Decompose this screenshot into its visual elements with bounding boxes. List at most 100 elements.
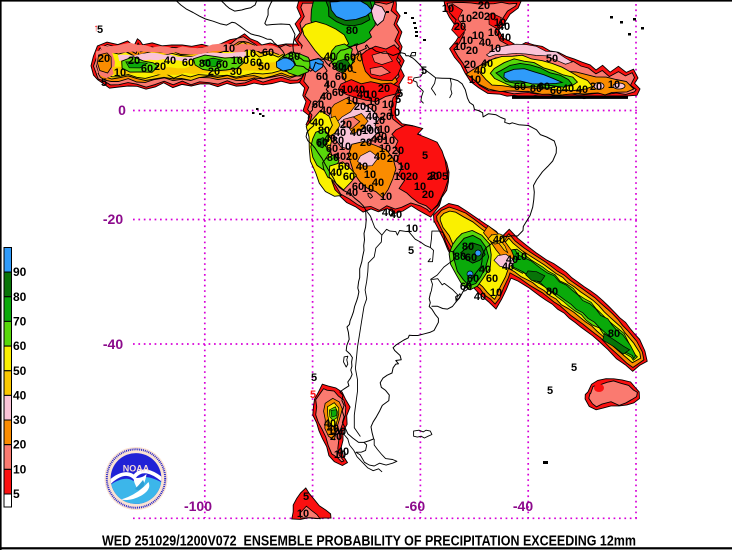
svg-text:5: 5 xyxy=(547,385,553,397)
svg-text:10: 10 xyxy=(472,30,484,42)
svg-text:40: 40 xyxy=(576,84,588,96)
svg-text:50: 50 xyxy=(13,364,27,378)
svg-text:40: 40 xyxy=(324,133,336,145)
svg-text:40: 40 xyxy=(498,21,510,33)
svg-text:20: 20 xyxy=(454,21,466,33)
svg-text:80: 80 xyxy=(288,51,300,63)
svg-text:5: 5 xyxy=(101,77,107,89)
svg-text:100: 100 xyxy=(362,125,380,137)
svg-text:40: 40 xyxy=(366,111,378,123)
svg-text:60: 60 xyxy=(182,57,194,69)
svg-text:10: 10 xyxy=(406,223,418,235)
svg-text:5: 5 xyxy=(407,75,413,87)
svg-text:60: 60 xyxy=(550,85,562,97)
svg-text:20: 20 xyxy=(484,11,496,23)
svg-text:5: 5 xyxy=(571,362,577,374)
svg-text:40: 40 xyxy=(350,127,362,139)
svg-text:20: 20 xyxy=(340,119,352,131)
svg-text:40: 40 xyxy=(312,117,324,129)
svg-text:40: 40 xyxy=(327,423,339,435)
svg-text:10: 10 xyxy=(334,449,346,461)
svg-text:100: 100 xyxy=(231,55,249,67)
svg-text:20: 20 xyxy=(128,55,140,67)
svg-text:40: 40 xyxy=(382,207,394,219)
svg-text:5: 5 xyxy=(97,24,103,36)
svg-text:50: 50 xyxy=(258,61,270,73)
svg-text:5: 5 xyxy=(408,245,414,257)
svg-text:20: 20 xyxy=(346,151,358,163)
svg-text:5: 5 xyxy=(311,372,317,384)
svg-text:20: 20 xyxy=(13,438,27,452)
svg-text:20: 20 xyxy=(360,123,372,135)
svg-text:10: 10 xyxy=(378,124,390,136)
svg-text:10: 10 xyxy=(365,103,377,115)
svg-text:40: 40 xyxy=(479,264,491,276)
svg-text:20: 20 xyxy=(330,431,342,443)
svg-text:60: 60 xyxy=(216,59,228,71)
svg-text:40: 40 xyxy=(474,291,486,303)
svg-text:10: 10 xyxy=(608,79,620,91)
svg-text:80: 80 xyxy=(332,135,344,147)
svg-text:40: 40 xyxy=(493,234,505,246)
svg-text:80: 80 xyxy=(13,290,27,304)
svg-text:60: 60 xyxy=(460,281,472,293)
svg-text:20: 20 xyxy=(98,53,110,65)
svg-text:40: 40 xyxy=(390,209,402,221)
svg-text:60: 60 xyxy=(332,87,344,99)
svg-text:40: 40 xyxy=(372,177,384,189)
svg-text:10: 10 xyxy=(488,27,500,39)
svg-text:20: 20 xyxy=(590,81,602,93)
svg-text:60: 60 xyxy=(538,81,550,93)
svg-text:30: 30 xyxy=(230,66,242,78)
svg-text:40: 40 xyxy=(371,134,383,146)
svg-text:↑: ↑ xyxy=(94,23,99,34)
svg-text:40: 40 xyxy=(499,32,511,44)
svg-text:10: 10 xyxy=(454,41,466,53)
svg-text:60: 60 xyxy=(335,71,347,83)
svg-text:40: 40 xyxy=(562,83,574,95)
svg-text:40: 40 xyxy=(337,446,349,458)
svg-text:40: 40 xyxy=(164,55,176,67)
svg-text:20: 20 xyxy=(466,45,478,57)
svg-text:20: 20 xyxy=(380,111,392,123)
svg-text:60: 60 xyxy=(141,63,153,75)
svg-text:10: 10 xyxy=(383,135,395,147)
svg-text:10: 10 xyxy=(489,43,501,55)
svg-text:40: 40 xyxy=(506,254,518,266)
svg-text:10: 10 xyxy=(379,143,391,155)
svg-text:20: 20 xyxy=(375,131,387,143)
svg-text:10: 10 xyxy=(373,115,385,127)
svg-text:60: 60 xyxy=(312,99,324,111)
svg-text:10: 10 xyxy=(388,107,400,119)
svg-text:10: 10 xyxy=(297,508,309,520)
svg-text:80: 80 xyxy=(454,251,466,263)
svg-text:10: 10 xyxy=(382,99,394,111)
svg-text:20: 20 xyxy=(472,10,484,22)
svg-text:60: 60 xyxy=(514,81,526,93)
svg-text:60: 60 xyxy=(352,181,364,193)
svg-text:20: 20 xyxy=(387,153,399,165)
svg-text:20: 20 xyxy=(478,0,490,12)
svg-text:20: 20 xyxy=(427,171,439,183)
svg-text:50: 50 xyxy=(546,53,558,65)
svg-text:10: 10 xyxy=(414,181,426,193)
svg-text:20: 20 xyxy=(378,83,390,95)
svg-text:20: 20 xyxy=(360,137,372,149)
svg-text:20: 20 xyxy=(464,59,476,71)
svg-text:100: 100 xyxy=(328,426,346,438)
svg-text:40: 40 xyxy=(353,84,365,96)
svg-text:20: 20 xyxy=(406,171,418,183)
svg-text:40: 40 xyxy=(320,91,332,103)
svg-text:10: 10 xyxy=(494,17,506,29)
svg-text:10: 10 xyxy=(362,183,374,195)
svg-text:80: 80 xyxy=(530,83,542,95)
svg-text:5: 5 xyxy=(422,150,428,162)
svg-text:-40: -40 xyxy=(513,498,533,514)
svg-text:10: 10 xyxy=(339,141,351,153)
svg-text:10: 10 xyxy=(364,169,376,181)
svg-text:40: 40 xyxy=(334,127,346,139)
svg-text:90: 90 xyxy=(13,265,27,279)
svg-text:60: 60 xyxy=(465,252,477,264)
svg-text:80: 80 xyxy=(608,328,620,340)
svg-text:80: 80 xyxy=(462,241,474,253)
